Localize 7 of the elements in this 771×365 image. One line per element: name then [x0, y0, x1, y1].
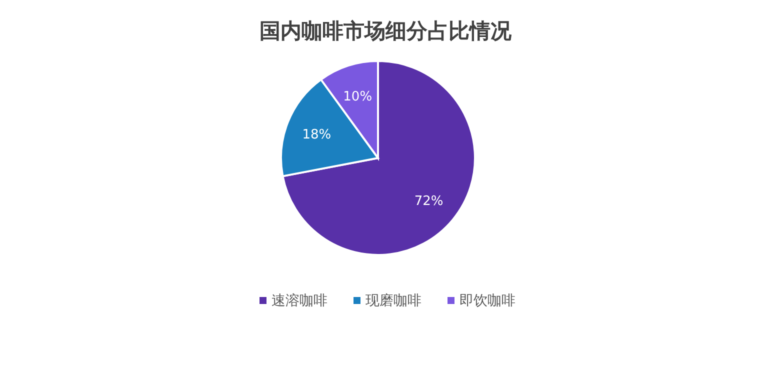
data-label: 10%: [343, 89, 372, 104]
data-label: 72%: [414, 194, 444, 210]
legend-label: 现磨咖啡: [366, 293, 422, 309]
legend-label: 即饮咖啡: [460, 293, 516, 309]
chart-title: 国内咖啡市场细分占比情况: [260, 19, 512, 43]
data-label: 18%: [302, 128, 332, 143]
legend-label: 速溶咖啡: [272, 293, 328, 309]
